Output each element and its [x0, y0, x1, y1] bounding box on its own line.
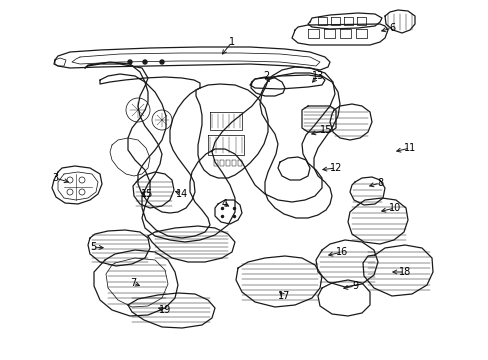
Text: 10: 10 — [388, 203, 400, 213]
Circle shape — [128, 60, 132, 64]
Text: 4: 4 — [222, 199, 227, 209]
Text: 1: 1 — [228, 37, 235, 47]
Text: 11: 11 — [403, 143, 415, 153]
Text: 12: 12 — [329, 163, 342, 173]
Circle shape — [160, 60, 163, 64]
Text: 14: 14 — [176, 189, 188, 199]
Text: 15: 15 — [319, 125, 331, 135]
Text: 18: 18 — [398, 267, 410, 277]
Text: 3: 3 — [52, 173, 58, 183]
Text: 2: 2 — [263, 71, 268, 81]
Text: 6: 6 — [388, 23, 394, 33]
Text: 13: 13 — [311, 71, 324, 81]
Text: 19: 19 — [159, 305, 171, 315]
Circle shape — [142, 60, 147, 64]
Text: 16: 16 — [335, 247, 347, 257]
Text: 7: 7 — [130, 278, 136, 288]
Text: 5: 5 — [90, 242, 96, 252]
Text: 9: 9 — [351, 281, 357, 291]
Text: 17: 17 — [277, 291, 289, 301]
Text: 15: 15 — [141, 189, 153, 199]
Text: 8: 8 — [376, 178, 382, 188]
